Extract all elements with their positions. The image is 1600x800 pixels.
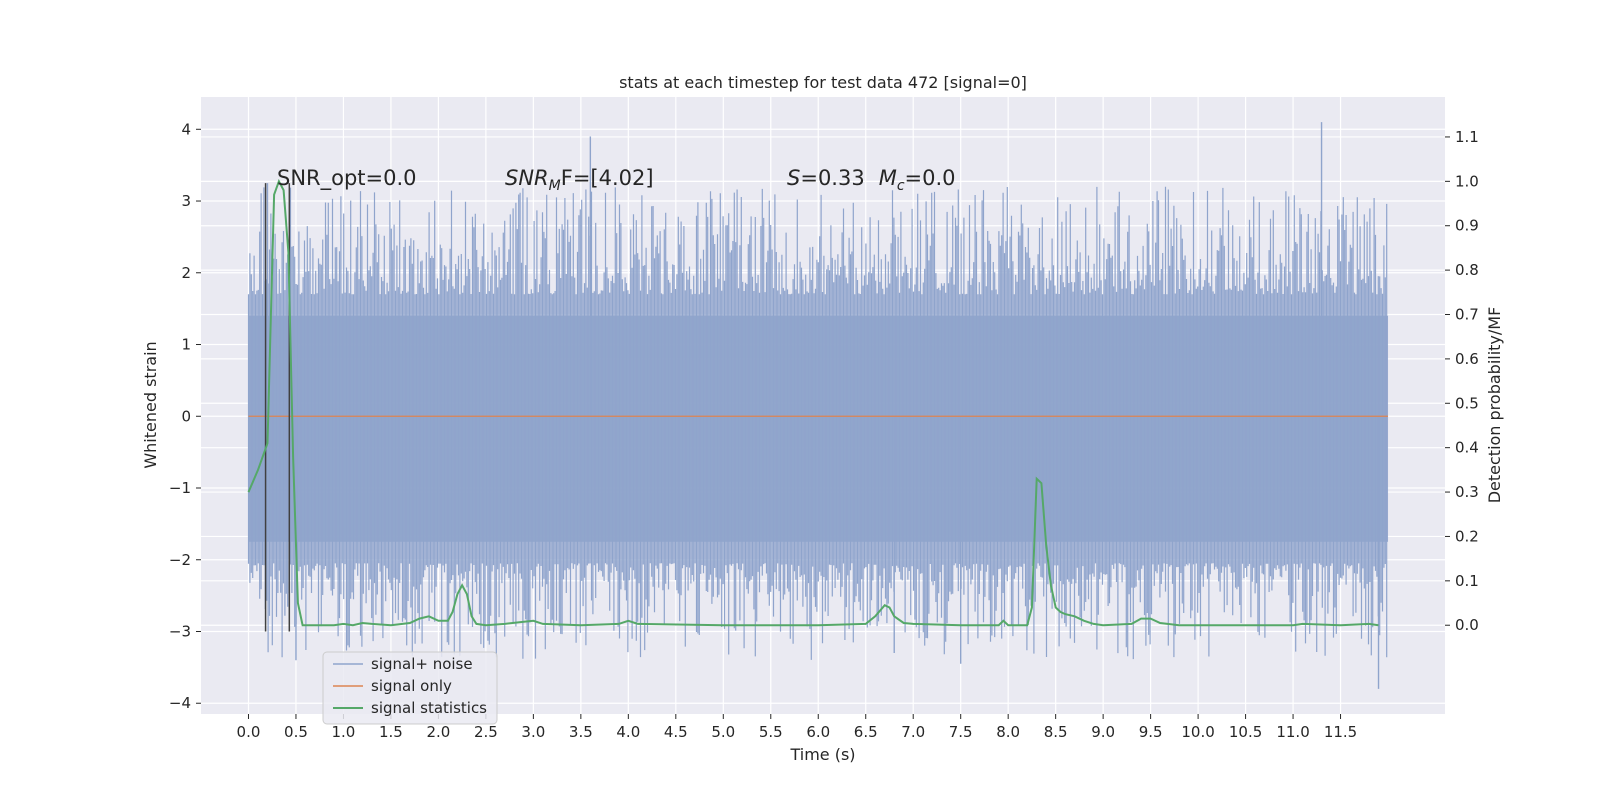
y-tick-label-left: 4 [181,120,191,138]
y-tick-label-right: 0.3 [1455,483,1479,501]
y-tick-label-left: −1 [169,479,191,497]
y-tick-label-left: −2 [169,551,191,569]
x-tick-label: 9.0 [1091,723,1115,741]
y-tick-label-left: −4 [169,694,191,712]
legend: signal+ noise signal only signal statist… [322,651,498,725]
x-tick-label: 2.0 [426,723,450,741]
x-tick-label: 3.5 [569,723,593,741]
x-tick-label: 10.5 [1229,723,1262,741]
legend-label-signal: signal only [371,677,452,695]
y-tick-label-right: 0.7 [1455,306,1479,324]
legend-box [322,651,498,725]
y-tick-label-right: 0.4 [1455,439,1479,457]
x-tick-label: 3.0 [521,723,545,741]
y-tick-label-left: −3 [169,622,191,640]
y-tick-label-left: 1 [181,336,191,354]
legend-label-noise: signal+ noise [371,655,473,673]
y-ticks-right: 1.1 1.0 0.9 0.8 0.7 0.6 0.5 0.4 0.3 0.2 0.1 0.0 [1445,128,1479,634]
annotation-snr-opt: SNR_opt=0.0 [277,166,417,191]
y-tick-label-right: 0.9 [1455,217,1479,235]
y-tick-label-right: 0.5 [1455,394,1479,412]
y-axis-label-right: Detection probability/MF [1485,307,1504,504]
legend-label-stats: signal statistics [371,699,487,717]
x-tick-label: 7.0 [901,723,925,741]
annotation-s-mc: S=0.33 Mc=0.0 [787,166,956,194]
x-tick-label: 0.5 [284,723,308,741]
chart-title: stats at each timestep for test data 472… [619,73,1027,92]
x-axis-label: Time (s) [789,745,855,764]
x-tick-label: 4.5 [664,723,688,741]
y-tick-label-right: 0.0 [1455,616,1479,634]
x-tick-label: 4.0 [616,723,640,741]
x-tick-label: 10.0 [1181,723,1214,741]
y-tick-label-right: 0.2 [1455,527,1479,545]
data-layer [247,122,1389,689]
x-tick-label: 11.0 [1276,723,1309,741]
x-tick-label: 2.5 [474,723,498,741]
noise-trace [247,186,1388,660]
y-tick-label-left: 2 [181,264,191,282]
x-tick-label: 0.0 [237,723,261,741]
y-tick-label-left: 3 [181,192,191,210]
x-tick-label: 8.5 [1044,723,1068,741]
x-ticks: 0.0 0.5 1.0 1.5 2.0 2.5 3.0 3.5 4.0 4.5 5.0 5.5 6.0 6… [237,714,1357,741]
y-tick-label-right: 0.8 [1455,261,1479,279]
y-tick-label-right: 1.1 [1455,128,1479,146]
noise-series [247,122,1389,689]
x-tick-label: 1.5 [379,723,403,741]
x-tick-label: 11.5 [1324,723,1357,741]
signal-statistics-line [247,178,1379,627]
annotation-snr-mf: SNRMF=[4.02] [505,166,654,194]
y-tick-label-left: 0 [181,407,191,425]
x-tick-label: 6.5 [854,723,878,741]
x-tick-label: 7.5 [949,723,973,741]
x-tick-label: 8.0 [996,723,1020,741]
x-tick-label: 5.0 [711,723,735,741]
y-tick-label-right: 0.1 [1455,572,1479,590]
x-tick-label: 5.5 [759,723,783,741]
y-ticks-left: 4 3 2 1 0 −1 −2 −3 −4 [169,120,201,712]
x-tick-label: 1.0 [332,723,356,741]
x-tick-label: 6.0 [806,723,830,741]
y-tick-label-right: 1.0 [1455,172,1479,190]
y-axis-label-left: Whitened strain [141,341,160,468]
x-tick-label: 9.5 [1139,723,1163,741]
y-tick-label-right: 0.6 [1455,350,1479,368]
